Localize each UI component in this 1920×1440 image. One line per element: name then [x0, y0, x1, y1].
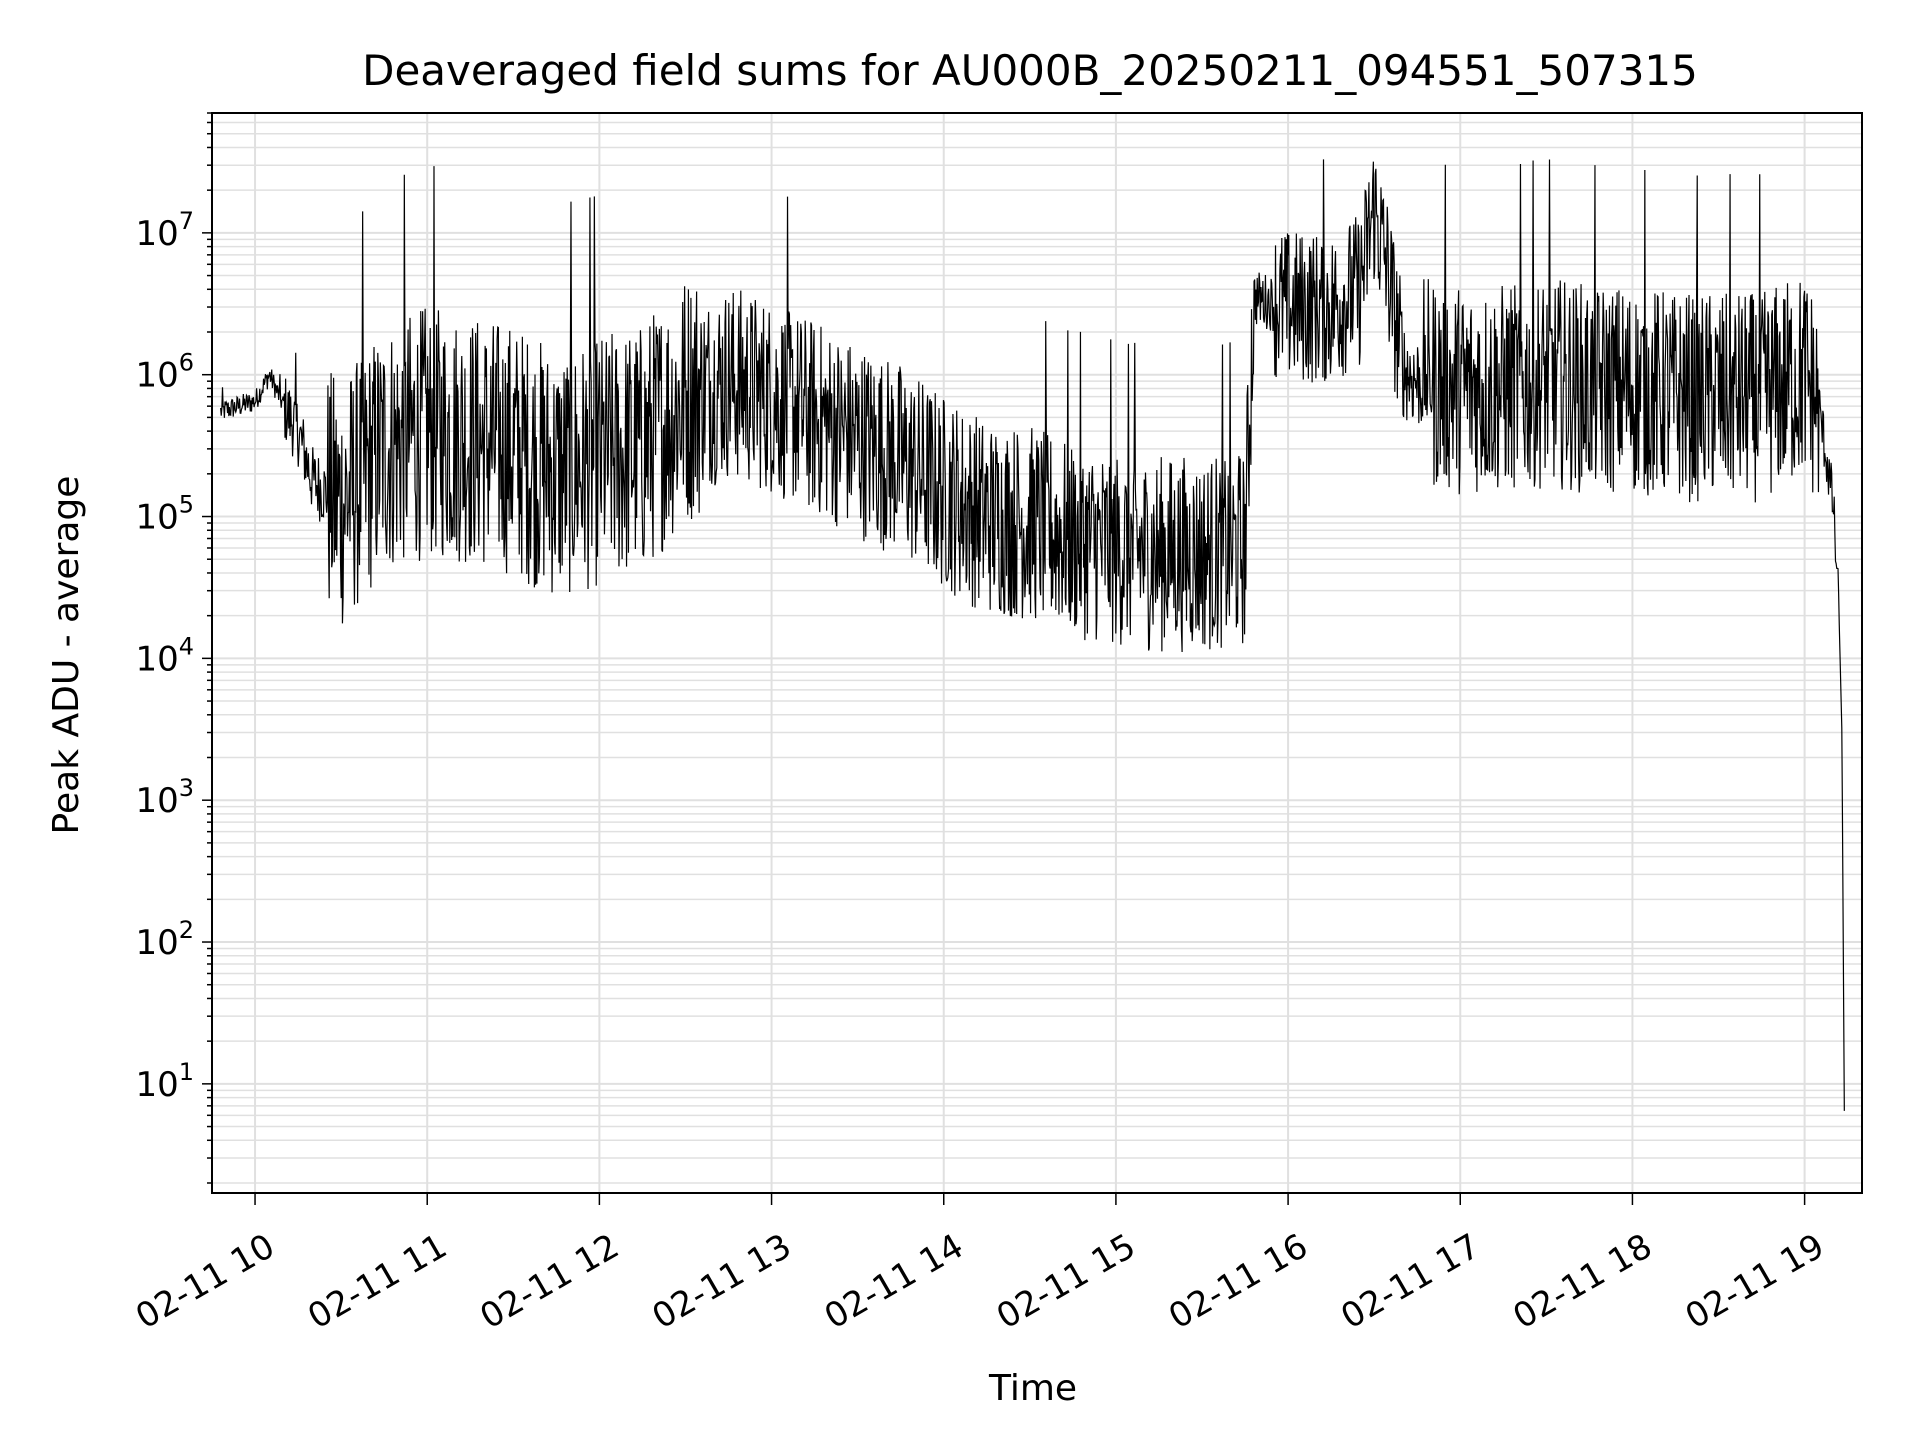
y-tick-label: 105 — [135, 491, 194, 538]
x-tick-label: 02-11 17 — [1334, 1226, 1486, 1337]
x-tick-label: 02-11 15 — [990, 1226, 1142, 1337]
x-axis-label: Time — [988, 1368, 1077, 1409]
y-tick-label: 102 — [135, 916, 194, 963]
x-tick-label: 02-11 14 — [818, 1226, 970, 1337]
grid — [212, 112, 1862, 1193]
x-tick-label: 02-11 10 — [129, 1226, 281, 1337]
x-tick-label: 02-11 16 — [1162, 1226, 1314, 1337]
y-axis-label: Peak ADU - average — [46, 476, 87, 835]
y-tick-label: 107 — [135, 207, 194, 254]
x-tick-label: 02-11 12 — [473, 1226, 625, 1337]
x-tick-label: 02-11 18 — [1507, 1226, 1659, 1337]
x-tick-label: 02-11 11 — [301, 1226, 453, 1337]
y-tick-label: 103 — [135, 774, 194, 821]
y-tick-label: 106 — [135, 349, 194, 396]
x-tick-label: 02-11 13 — [646, 1226, 798, 1337]
y-axis: 101 102 103 104 105 106 107 — [135, 112, 212, 1184]
x-axis: 02-11 10 02-11 11 02-11 12 02-11 13 02-11 14… — [129, 1193, 1831, 1337]
y-tick-label: 104 — [135, 632, 194, 679]
y-tick-label: 101 — [135, 1058, 194, 1105]
plot-area-frame — [211, 112, 1863, 1194]
chart-title: Deaveraged field sums for AU000B_2025021… — [362, 46, 1698, 95]
x-tick-label: 02-11 19 — [1679, 1226, 1831, 1337]
series-line — [220, 159, 1845, 1111]
